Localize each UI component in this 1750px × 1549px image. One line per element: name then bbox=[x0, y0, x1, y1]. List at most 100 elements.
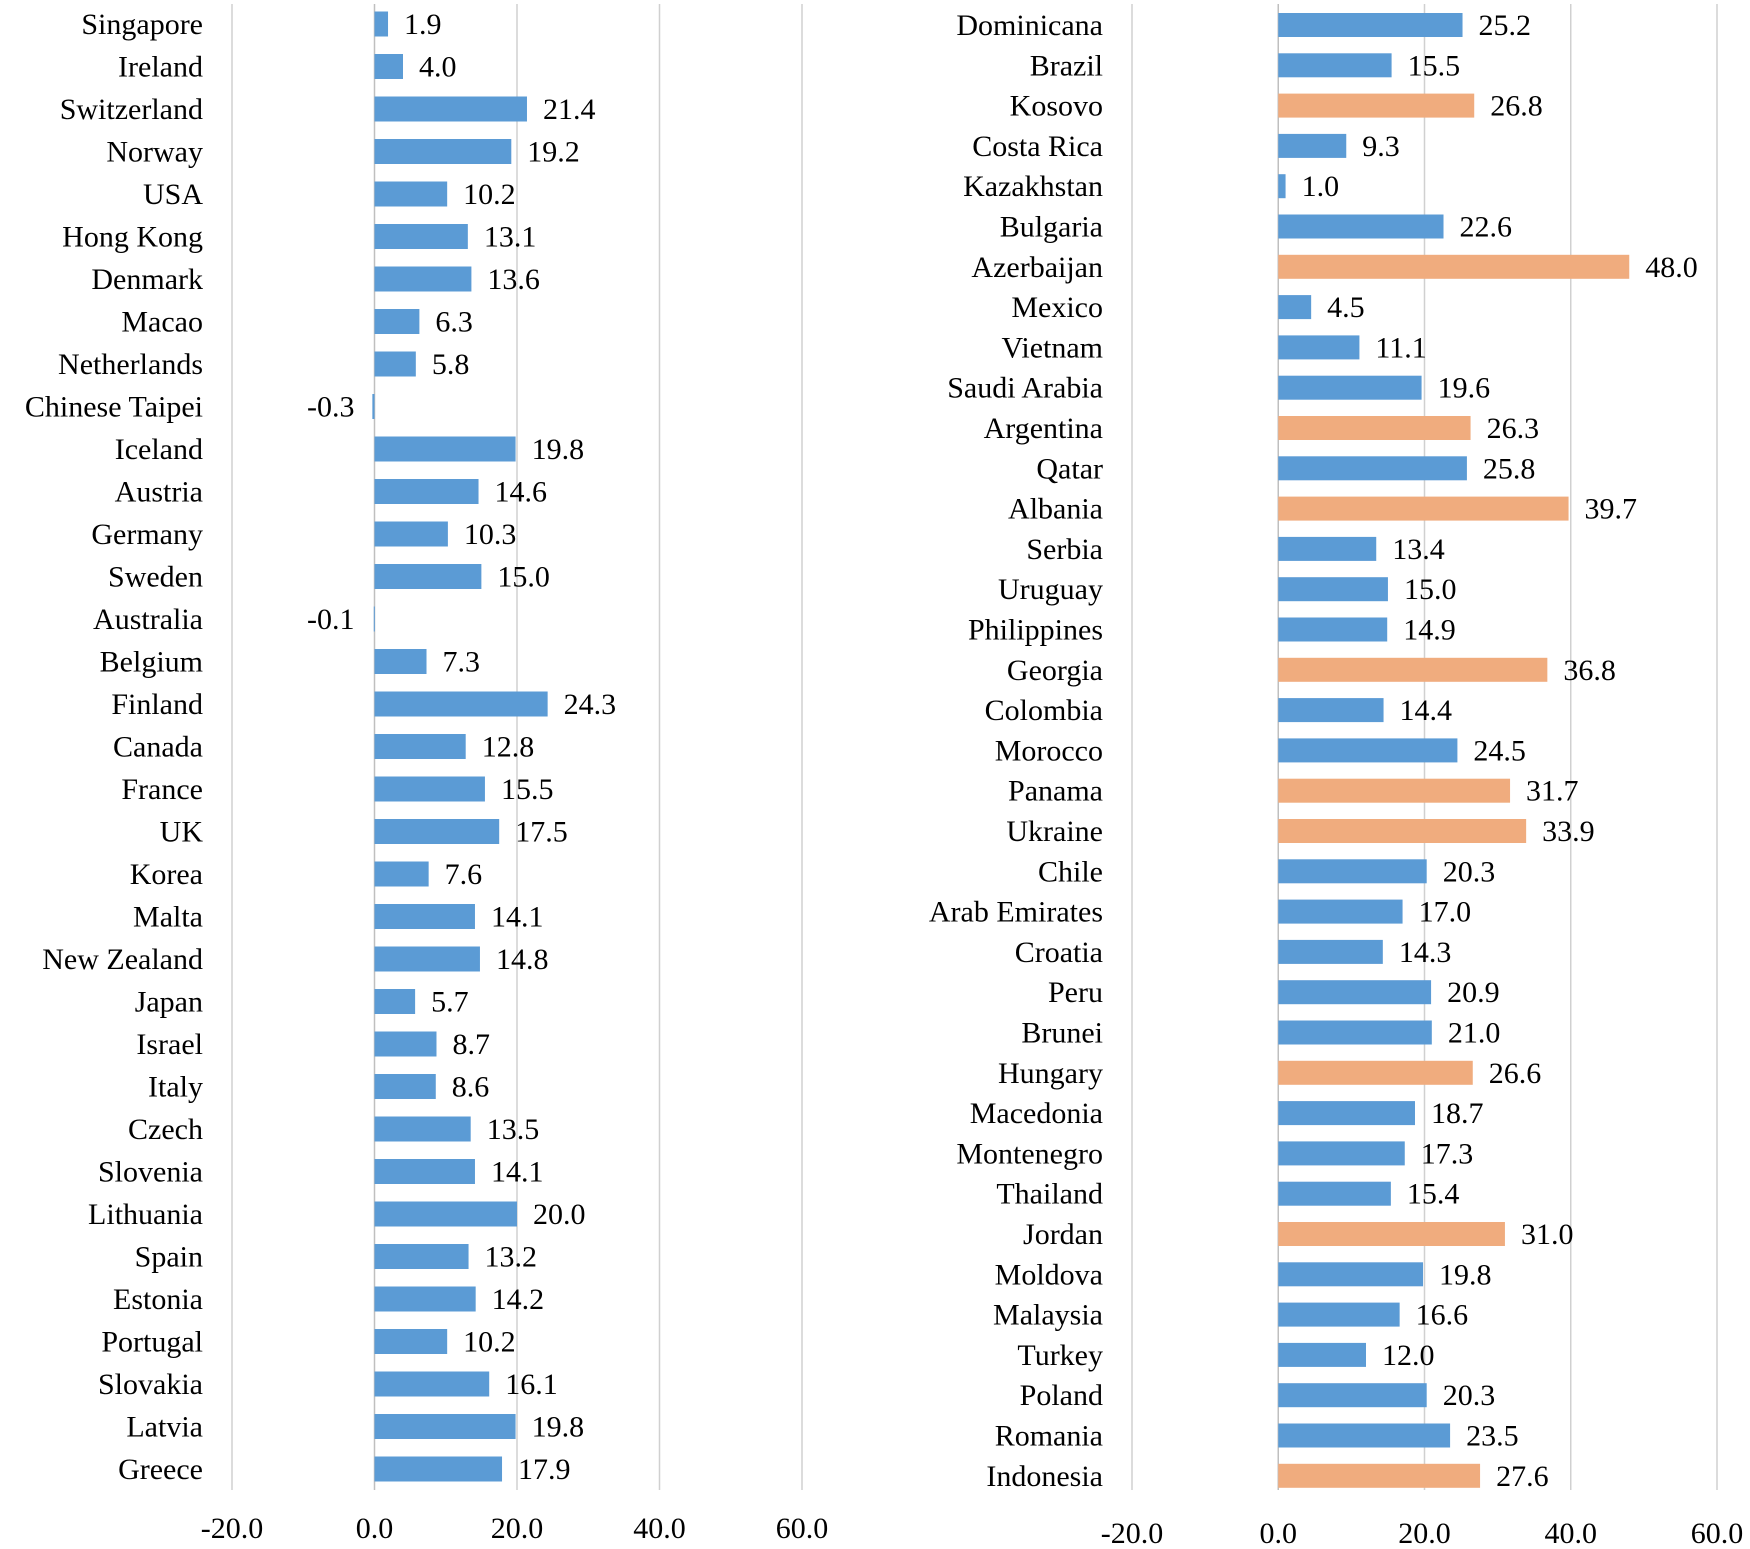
bar-uk bbox=[374, 819, 500, 844]
category-label: Morocco bbox=[995, 734, 1103, 767]
x-tick-label: -20.0 bbox=[1101, 1517, 1164, 1549]
bar-macao bbox=[374, 309, 420, 334]
x-tick-label: 60.0 bbox=[1691, 1517, 1744, 1549]
category-label: Costa Rica bbox=[972, 130, 1103, 163]
category-label: Czech bbox=[128, 1113, 203, 1146]
category-label: Switzerland bbox=[60, 93, 203, 126]
value-label: 14.1 bbox=[491, 1156, 544, 1189]
bar-latvia bbox=[374, 1414, 516, 1439]
category-label: Australia bbox=[93, 603, 203, 636]
category-label: Kazakhstan bbox=[963, 170, 1103, 203]
bar-dominicana bbox=[1278, 13, 1463, 37]
category-label: Qatar bbox=[1036, 452, 1103, 485]
value-label: 10.2 bbox=[463, 1326, 516, 1359]
category-label: Canada bbox=[113, 731, 203, 764]
category-label: Saudi Arabia bbox=[947, 372, 1103, 405]
value-label: 8.6 bbox=[452, 1071, 490, 1104]
category-label: Singapore bbox=[81, 8, 203, 41]
bar-new-zealand bbox=[374, 946, 480, 972]
value-label: 12.0 bbox=[1382, 1339, 1435, 1372]
value-label: 7.6 bbox=[445, 858, 483, 891]
category-label: Peru bbox=[1048, 976, 1103, 1009]
category-label: Serbia bbox=[1026, 533, 1103, 566]
x-tick-label: 40.0 bbox=[633, 1512, 686, 1545]
x-tick-label: -20.0 bbox=[201, 1512, 264, 1545]
bar-slovenia bbox=[374, 1159, 475, 1184]
bar-netherlands bbox=[374, 351, 416, 377]
category-label: Slovenia bbox=[98, 1156, 203, 1189]
value-label: 9.3 bbox=[1362, 130, 1400, 163]
category-label: Korea bbox=[130, 858, 203, 891]
value-label: 31.0 bbox=[1521, 1218, 1574, 1251]
value-label: 19.2 bbox=[527, 136, 580, 169]
bar-slovakia bbox=[374, 1371, 490, 1397]
x-tick-label: 40.0 bbox=[1545, 1517, 1598, 1549]
value-label: 36.8 bbox=[1563, 654, 1616, 687]
category-label: Montenegro bbox=[956, 1137, 1103, 1170]
value-label: 18.7 bbox=[1431, 1097, 1484, 1130]
category-label: Sweden bbox=[108, 561, 203, 594]
bar-argentina bbox=[1278, 416, 1471, 440]
bar-bulgaria bbox=[1278, 214, 1444, 239]
value-label: 14.1 bbox=[491, 901, 544, 934]
category-label: Uruguay bbox=[998, 573, 1103, 606]
bar-spain bbox=[374, 1244, 469, 1269]
category-label: Chile bbox=[1038, 855, 1103, 888]
category-label: Latvia bbox=[126, 1411, 203, 1444]
bar-estonia bbox=[374, 1286, 476, 1312]
value-label: 24.5 bbox=[1473, 734, 1526, 767]
bar-sweden bbox=[374, 564, 482, 589]
chart-panel-2: -20.0 0.0 20.0 40.0 60.0 Dominicana 25.2 Brazil… bbox=[929, 4, 1743, 1549]
category-label: Azerbaijan bbox=[971, 251, 1103, 284]
category-label: Malaysia bbox=[993, 1299, 1103, 1332]
value-label: 21.0 bbox=[1448, 1017, 1501, 1050]
bar-korea bbox=[374, 861, 429, 887]
category-label: Austria bbox=[115, 476, 203, 509]
bar-malaysia bbox=[1278, 1302, 1400, 1327]
value-label: 15.0 bbox=[497, 561, 550, 594]
bar-australia bbox=[373, 606, 375, 632]
category-label: Israel bbox=[136, 1028, 203, 1061]
bar-czech bbox=[374, 1116, 471, 1142]
value-label: 33.9 bbox=[1542, 815, 1595, 848]
value-label: 11.1 bbox=[1375, 331, 1426, 364]
bar-malta bbox=[374, 904, 475, 929]
value-label: 15.5 bbox=[1408, 49, 1461, 82]
value-label: 19.8 bbox=[1439, 1258, 1492, 1291]
bar-croatia bbox=[1278, 939, 1383, 964]
category-label: Romania bbox=[995, 1420, 1103, 1453]
bar-japan bbox=[374, 989, 416, 1014]
bar-israel bbox=[374, 1031, 437, 1057]
bar-serbia bbox=[1278, 536, 1377, 561]
category-label: New Zealand bbox=[42, 943, 203, 976]
bar-moldova bbox=[1278, 1262, 1424, 1287]
value-label: 15.5 bbox=[501, 773, 554, 806]
bar-romania bbox=[1278, 1423, 1451, 1448]
category-label: Kosovo bbox=[1010, 90, 1103, 123]
value-label: 31.7 bbox=[1526, 775, 1579, 808]
bar-portugal bbox=[374, 1329, 448, 1354]
category-label: Finland bbox=[111, 688, 203, 721]
category-label: Chinese Taipei bbox=[25, 391, 203, 424]
bar-thailand bbox=[1278, 1181, 1391, 1206]
category-label: Malta bbox=[133, 901, 203, 934]
bar-norway bbox=[374, 139, 512, 164]
value-label: 13.5 bbox=[487, 1113, 540, 1146]
bar-costa-rica bbox=[1278, 133, 1347, 158]
bar-greece bbox=[374, 1456, 503, 1482]
value-label: 25.8 bbox=[1483, 452, 1536, 485]
category-label: Vietnam bbox=[1002, 331, 1104, 364]
category-label: Georgia bbox=[1007, 654, 1103, 687]
value-label: 17.9 bbox=[518, 1453, 571, 1486]
value-label: 10.3 bbox=[464, 518, 517, 551]
value-label: 13.1 bbox=[484, 221, 537, 254]
category-label: Belgium bbox=[100, 646, 203, 679]
value-label: 14.4 bbox=[1400, 694, 1453, 727]
category-label: Bulgaria bbox=[1000, 211, 1103, 244]
category-label: Spain bbox=[135, 1241, 203, 1274]
bar-vietnam bbox=[1278, 335, 1360, 360]
value-label: -0.3 bbox=[307, 391, 355, 424]
bar-hong-kong bbox=[374, 224, 468, 249]
value-label: 19.8 bbox=[532, 1411, 585, 1444]
